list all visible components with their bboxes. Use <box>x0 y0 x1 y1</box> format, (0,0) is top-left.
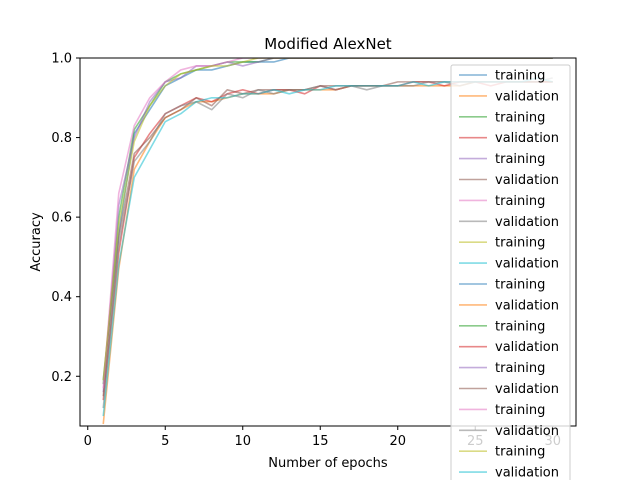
legend-label: training <box>495 236 545 251</box>
y-axis: 0.2 0.4 0.6 0.8 1.0 <box>51 52 80 385</box>
x-axis-label: Number of epochs <box>268 456 388 471</box>
x-tick-label: 0 <box>84 434 92 449</box>
chart-title: Modified AlexNet <box>264 35 391 53</box>
legend-label: validation <box>495 424 559 439</box>
y-tick-label: 0.4 <box>51 290 72 305</box>
legend-label: training <box>495 278 545 293</box>
legend-label: training <box>495 194 545 209</box>
y-tick-label: 1.0 <box>51 52 72 67</box>
legend-label: training <box>495 152 545 167</box>
legend-label: training <box>495 403 545 418</box>
legend-label: training <box>495 361 545 376</box>
series-line-training-5 <box>102 58 553 381</box>
y-tick-label: 0.6 <box>51 211 72 226</box>
series-line-training-3 <box>102 58 553 393</box>
legend-label: training <box>495 319 545 334</box>
legend-label: training <box>495 110 545 125</box>
legend-box <box>450 64 571 480</box>
series-line-training-4 <box>102 58 553 389</box>
legend-label: validation <box>495 382 559 397</box>
legend-label: training <box>495 69 545 84</box>
y-tick-label: 0.2 <box>51 370 72 385</box>
legend-label: validation <box>495 173 559 188</box>
legend-label: validation <box>495 131 559 146</box>
x-tick-label: 20 <box>389 434 406 449</box>
x-tick-label: 5 <box>161 434 169 449</box>
legend-label: validation <box>495 340 559 355</box>
x-tick-label: 10 <box>234 434 251 449</box>
legend-label: training <box>495 445 545 460</box>
y-axis-label: Accuracy <box>29 212 44 272</box>
legend-label: validation <box>495 215 559 230</box>
legend-label: validation <box>495 89 559 104</box>
legend: training validation training validation trai… <box>450 64 571 480</box>
y-tick-label: 0.8 <box>51 131 72 146</box>
legend-label: validation <box>495 466 559 480</box>
legend-label: validation <box>495 257 559 272</box>
plot-area-frame <box>79 57 577 427</box>
legend-label: validation <box>495 298 559 313</box>
x-tick-label: 15 <box>312 434 329 449</box>
